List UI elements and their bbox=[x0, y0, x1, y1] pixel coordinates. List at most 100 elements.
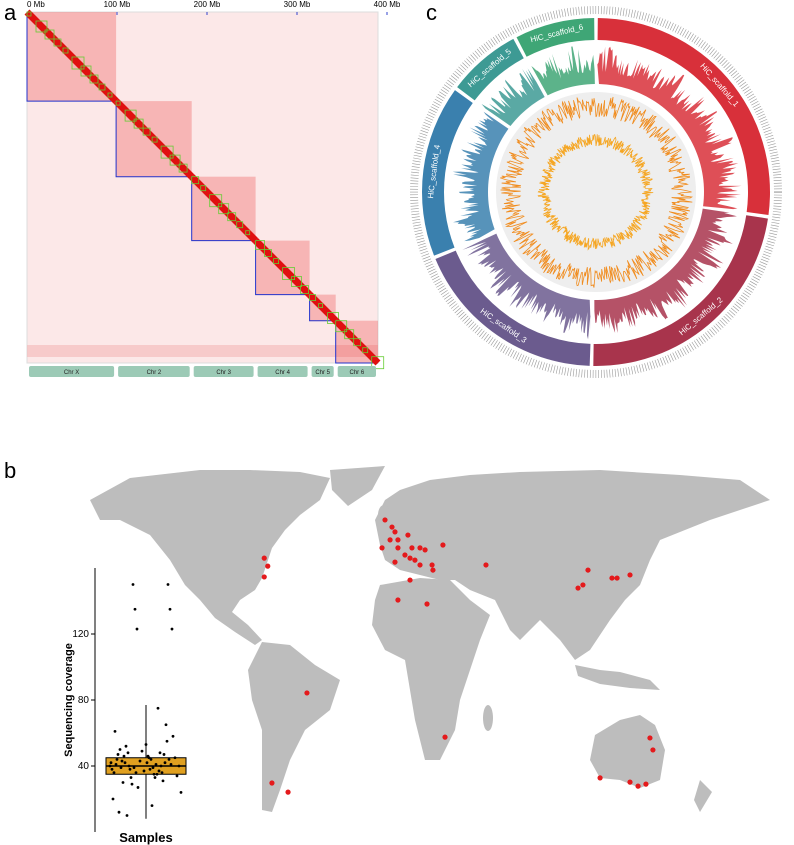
sample-point bbox=[405, 532, 411, 538]
sample-point bbox=[412, 557, 418, 563]
contig-box bbox=[151, 136, 158, 143]
chromosome-label: Chr 6 bbox=[350, 370, 365, 376]
sample-point bbox=[265, 563, 271, 569]
sample-coverage bbox=[111, 797, 115, 801]
tick-ring bbox=[410, 6, 782, 378]
sample-point bbox=[261, 555, 267, 561]
sample-coverage bbox=[170, 627, 174, 631]
sample-coverage bbox=[177, 764, 181, 768]
chromosome-bar bbox=[118, 366, 190, 377]
sample-coverage bbox=[179, 791, 183, 794]
sample-coverage bbox=[151, 766, 155, 770]
sample-coverage bbox=[145, 761, 149, 765]
sample-coverage bbox=[121, 781, 125, 784]
sample-point bbox=[424, 601, 430, 607]
contig-box bbox=[142, 127, 151, 136]
contig-box bbox=[209, 194, 223, 208]
sample-coverage bbox=[127, 764, 131, 768]
sample-coverage bbox=[169, 762, 173, 766]
sample-coverage bbox=[119, 766, 123, 770]
sample-coverage bbox=[166, 583, 170, 586]
chromosome-label: Chr 4 bbox=[275, 370, 290, 376]
contig-box bbox=[227, 212, 237, 222]
contig-box bbox=[71, 56, 85, 70]
contig-box bbox=[236, 221, 244, 229]
contig-box bbox=[44, 29, 55, 40]
contig-box bbox=[26, 11, 32, 17]
gc-track bbox=[500, 96, 694, 288]
sample-point bbox=[627, 572, 633, 578]
sample-point bbox=[389, 524, 395, 530]
sample-point bbox=[585, 567, 591, 573]
y-tick-label: 40 bbox=[78, 761, 90, 772]
contig-box bbox=[200, 185, 207, 192]
sample-coverage bbox=[113, 729, 117, 733]
chromosome-border bbox=[255, 240, 310, 296]
sample-coverage bbox=[130, 782, 134, 786]
scaffold-segment bbox=[422, 90, 473, 256]
sample-coverage bbox=[159, 764, 163, 768]
sample-point bbox=[609, 575, 615, 581]
sample-coverage bbox=[112, 771, 116, 774]
sample-coverage bbox=[135, 627, 139, 631]
sample-coverage bbox=[168, 607, 172, 611]
sample-coverage bbox=[144, 743, 148, 746]
contig-box bbox=[273, 258, 280, 265]
chromosome-bar bbox=[337, 366, 376, 377]
sample-coverage bbox=[125, 814, 129, 817]
sample-coverage bbox=[157, 769, 161, 773]
sample-point bbox=[614, 575, 620, 581]
contig-box bbox=[245, 230, 251, 236]
chromosome-label: Chr X bbox=[64, 370, 79, 376]
chromosome-bar bbox=[29, 366, 115, 377]
sample-coverage bbox=[148, 767, 152, 771]
contig-box bbox=[107, 92, 113, 98]
y-tick-label: 80 bbox=[78, 695, 90, 706]
sample-point bbox=[395, 537, 401, 543]
sample-coverage bbox=[109, 761, 113, 765]
sample-coverage bbox=[134, 771, 138, 774]
sample-point bbox=[285, 789, 291, 795]
contig-box bbox=[327, 312, 340, 325]
y-tick-label: 120 bbox=[72, 629, 89, 640]
sample-coverage bbox=[156, 706, 160, 710]
sample-point bbox=[650, 747, 656, 753]
sample-coverage bbox=[132, 766, 136, 770]
x-tick-label: 200 Mb bbox=[194, 0, 221, 9]
sample-point bbox=[392, 559, 398, 565]
africa bbox=[372, 578, 490, 760]
sample-coverage bbox=[162, 753, 166, 756]
sample-point bbox=[647, 735, 653, 741]
density-track bbox=[594, 208, 737, 333]
contig-box bbox=[318, 303, 324, 309]
heatmap-noise bbox=[27, 345, 378, 357]
contig-box bbox=[35, 20, 48, 33]
sample-point bbox=[635, 783, 641, 789]
contig-box bbox=[371, 356, 385, 370]
sample-point bbox=[430, 567, 436, 573]
scaffold-segment bbox=[593, 215, 768, 366]
sample-coverage bbox=[114, 762, 118, 766]
contig-box bbox=[169, 154, 181, 166]
eurasia bbox=[375, 470, 770, 660]
sample-coverage bbox=[120, 759, 124, 763]
chromosome-label: Chr 3 bbox=[216, 370, 231, 376]
sample-coverage bbox=[164, 723, 168, 727]
density-track bbox=[452, 111, 509, 242]
sample-point bbox=[417, 562, 423, 568]
chromosome-bar bbox=[193, 366, 254, 377]
contig-box bbox=[291, 276, 303, 288]
sample-point bbox=[409, 545, 415, 551]
chromosome-border bbox=[115, 101, 192, 178]
indonesia bbox=[575, 665, 660, 690]
sample-coverage bbox=[161, 779, 165, 783]
diagonal bbox=[189, 174, 259, 244]
sample-coverage bbox=[118, 748, 122, 751]
gc-track bbox=[537, 134, 654, 251]
sample-point bbox=[304, 690, 310, 696]
sample-coverage bbox=[123, 761, 127, 765]
sample-point bbox=[440, 542, 446, 548]
contig-box bbox=[362, 347, 369, 354]
chromosome-label: Chr 2 bbox=[147, 370, 162, 376]
contig-box bbox=[282, 267, 296, 281]
